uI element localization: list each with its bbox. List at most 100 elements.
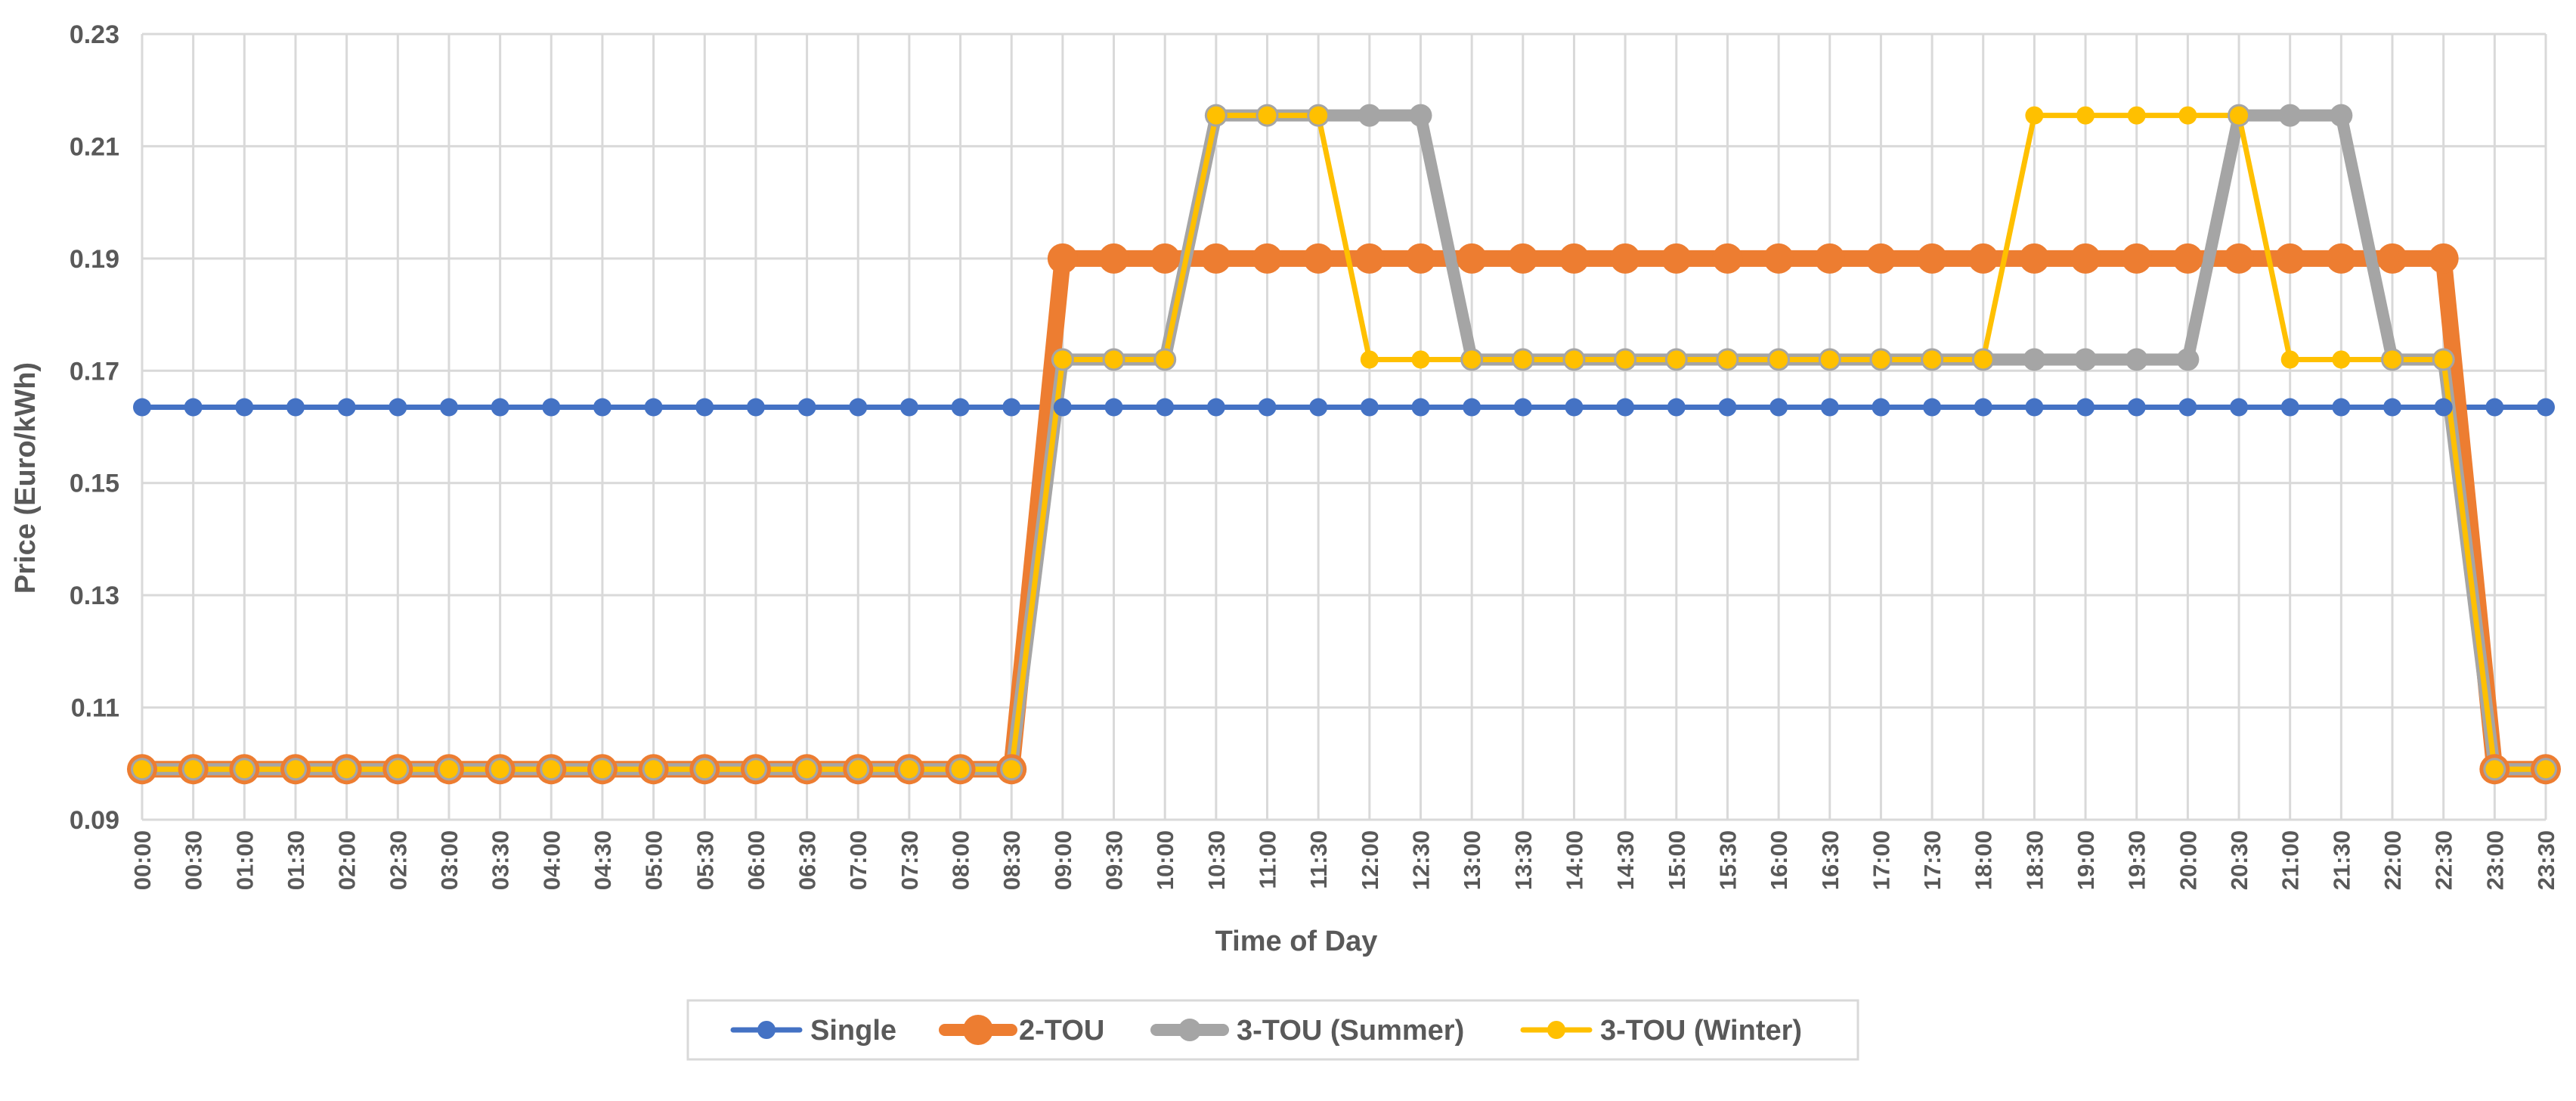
data-point-s0 (2383, 398, 2402, 417)
series-lines (134, 109, 2554, 778)
data-point-s0 (2025, 398, 2044, 417)
x-tick-label: 15:00 (1664, 830, 1690, 890)
x-tick-label: 18:00 (1971, 830, 1997, 890)
x-tick-label: 22:00 (2379, 830, 2406, 890)
x-tick-label: 08:30 (999, 830, 1025, 890)
data-point-s0 (1718, 398, 1737, 417)
data-point-s3 (1616, 350, 1635, 369)
x-tick-label: 09:00 (1050, 830, 1076, 890)
data-point-s0 (1206, 398, 1225, 417)
data-point-s0 (593, 398, 611, 417)
x-tick-label: 18:30 (2021, 830, 2048, 890)
data-point-s3 (235, 760, 254, 779)
data-point-s1 (1354, 243, 1385, 274)
data-point-s3 (1104, 350, 1123, 369)
x-tick-label: 23:00 (2482, 830, 2508, 890)
x-tick-label: 11:30 (1305, 830, 1332, 889)
data-point-s0 (439, 398, 458, 417)
data-point-s3 (2280, 350, 2299, 369)
data-point-s0 (1769, 398, 1788, 417)
x-tick-label: 07:30 (896, 830, 923, 890)
data-point-s0 (1616, 398, 1635, 417)
data-point-s0 (2332, 398, 2351, 417)
data-point-s0 (644, 398, 663, 417)
data-point-s3 (1667, 350, 1686, 369)
data-point-s0 (2230, 398, 2249, 417)
y-tick-label: 0.19 (70, 245, 119, 274)
x-tick-label: 08:00 (948, 830, 974, 890)
data-point-s0 (1411, 398, 1430, 417)
data-point-s0 (797, 398, 816, 417)
x-tick-label: 10:00 (1152, 830, 1178, 890)
x-tick-label: 04:00 (538, 830, 565, 890)
data-point-s3 (133, 760, 151, 779)
data-point-s3 (1463, 350, 1482, 369)
data-point-s3 (2383, 350, 2402, 369)
x-tick-label: 03:00 (436, 830, 463, 890)
data-point-s0 (1820, 398, 1839, 417)
data-point-s0 (542, 398, 561, 417)
data-point-s3 (439, 760, 458, 779)
legend-label: 3-TOU (Winter) (1600, 1015, 1802, 1047)
y-tick-label: 0.15 (70, 470, 119, 498)
data-point-s0 (951, 398, 970, 417)
x-tick-label: 17:00 (1868, 830, 1894, 890)
legend-label: Single (810, 1015, 896, 1047)
data-point-s2 (1409, 104, 1432, 127)
series-line-1 (134, 250, 2554, 778)
data-point-s2 (2176, 348, 2200, 371)
x-tick-label: 05:00 (641, 830, 667, 890)
data-point-s2 (2278, 104, 2302, 127)
data-point-s0 (491, 398, 509, 417)
data-point-s3 (695, 760, 714, 779)
x-tick-label: 02:30 (385, 830, 411, 890)
data-point-s1 (2428, 243, 2459, 274)
x-tick-label: 21:00 (2277, 830, 2304, 890)
data-point-s2 (2125, 348, 2148, 371)
x-tick-label: 19:30 (2124, 830, 2150, 890)
x-tick-label: 00:30 (181, 830, 207, 890)
y-tick-label: 0.11 (71, 694, 119, 723)
data-point-s0 (1513, 398, 1532, 417)
data-point-s3 (2434, 350, 2453, 369)
data-point-s0 (2178, 398, 2197, 417)
data-point-s1 (2326, 243, 2357, 274)
data-point-s2 (1358, 104, 1381, 127)
x-tick-label: 00:00 (129, 830, 156, 890)
data-point-s3 (1411, 350, 1430, 369)
data-point-s0 (389, 398, 407, 417)
data-point-s0 (2280, 398, 2299, 417)
data-point-s3 (184, 760, 203, 779)
data-point-s1 (2274, 243, 2305, 274)
data-point-s1 (2121, 243, 2152, 274)
data-point-s1 (1150, 243, 1181, 274)
x-tick-label: 07:00 (845, 830, 872, 890)
data-point-s3 (644, 760, 663, 779)
data-point-s0 (2076, 398, 2095, 417)
data-point-s3 (1206, 106, 1225, 125)
y-axis-title: Price (Euro/kWh) (10, 362, 42, 594)
data-point-s1 (2224, 243, 2255, 274)
legend-label: 2-TOU (1019, 1015, 1104, 1047)
data-point-s1 (1252, 243, 1283, 274)
data-point-s0 (1053, 398, 1072, 417)
data-point-s0 (1667, 398, 1686, 417)
data-point-s0 (1974, 398, 1992, 417)
series-markers (127, 104, 2561, 785)
x-tick-label: 14:30 (1612, 830, 1639, 890)
data-point-s0 (1923, 398, 1942, 417)
data-point-s0 (2537, 398, 2555, 417)
legend-swatch-marker (1547, 1021, 1565, 1039)
data-point-s3 (1872, 350, 1890, 369)
data-point-s1 (1559, 243, 1590, 274)
x-axis-title: Time of Day (1215, 926, 1378, 957)
x-tick-label: 16:00 (1766, 830, 1792, 890)
data-point-s0 (337, 398, 356, 417)
x-tick-label: 05:30 (692, 830, 718, 890)
data-point-s0 (133, 398, 151, 417)
legend-swatch-marker (1178, 1019, 1201, 1041)
y-tick-label: 0.13 (70, 582, 119, 610)
x-tick-label: 01:30 (283, 830, 309, 890)
legend: Single 2-TOU 3-TOU (Summer) 3-TOU (Winter) (686, 999, 1859, 1061)
